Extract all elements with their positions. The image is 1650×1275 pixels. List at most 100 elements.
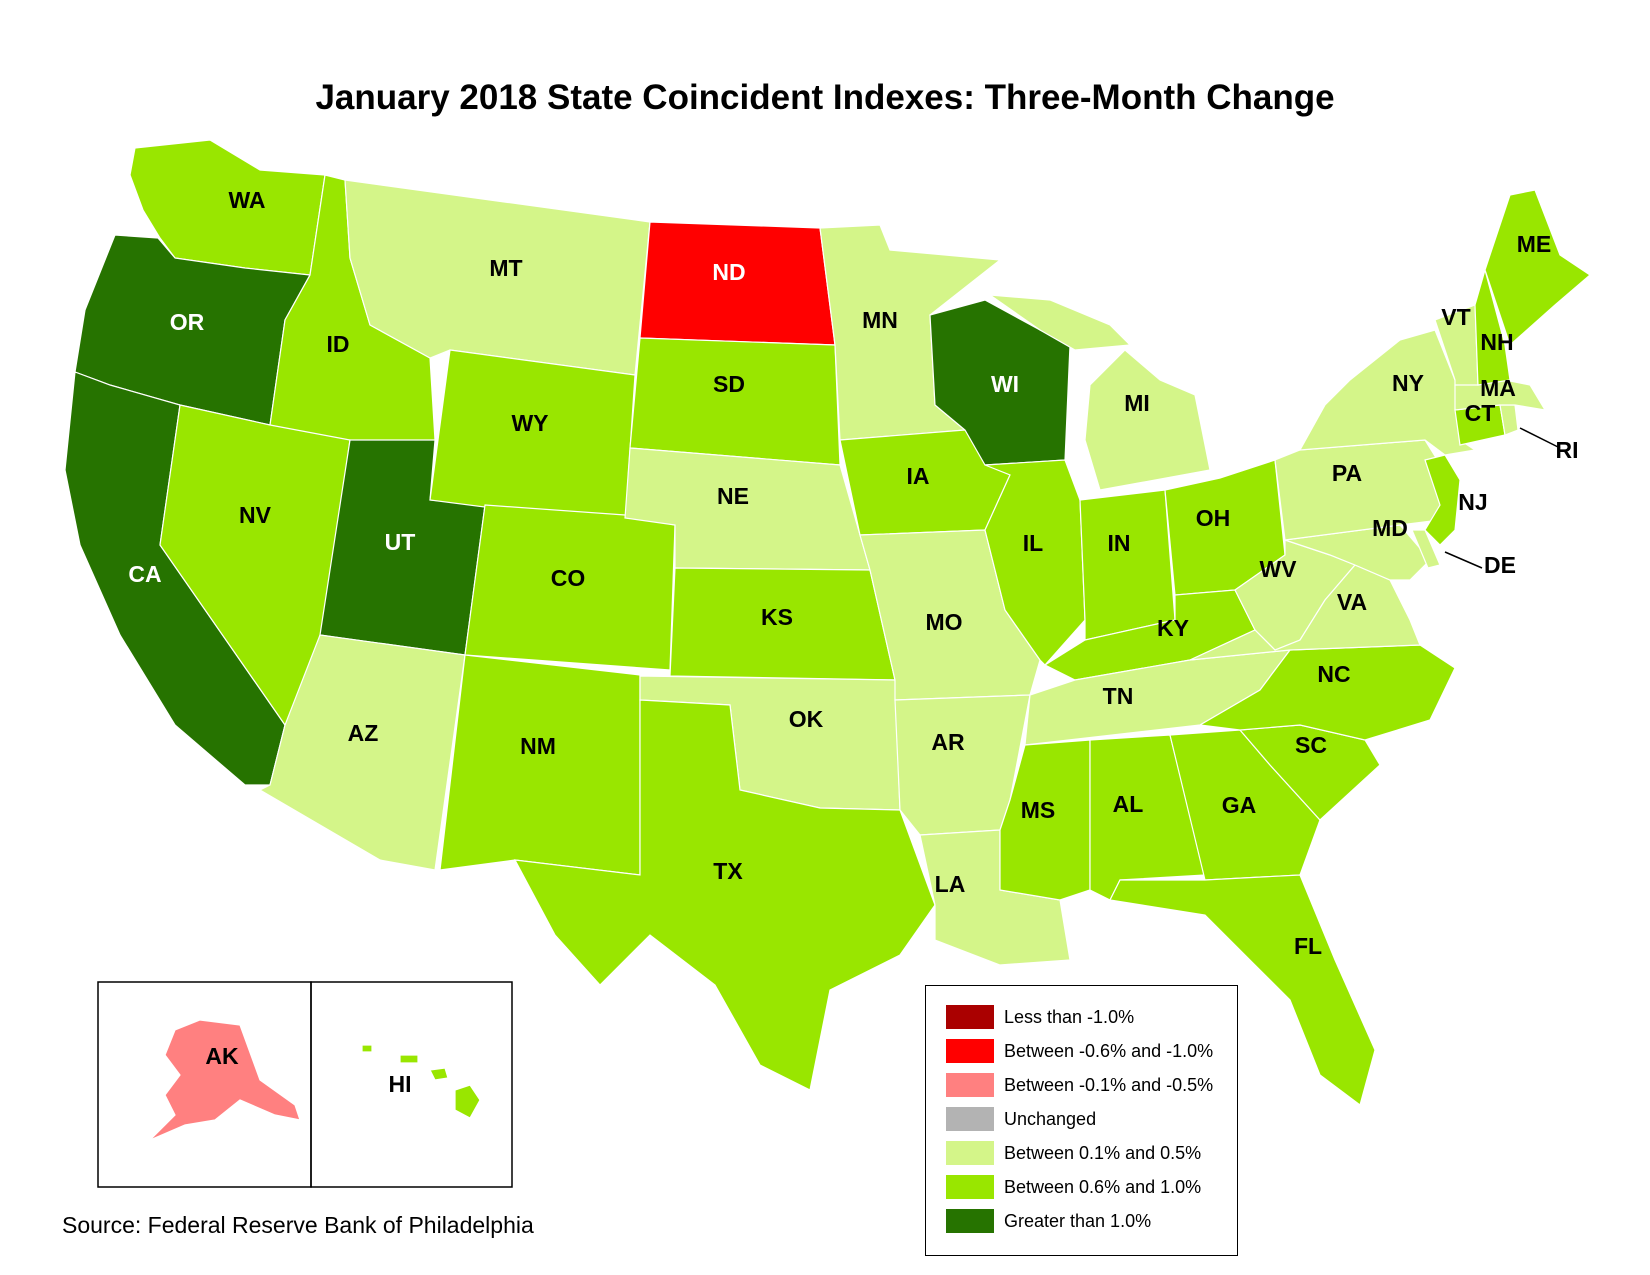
state-label-tx: TX [713,858,743,884]
state-label-co: CO [551,565,586,591]
legend-swatch [946,1175,994,1199]
state-label-sd: SD [713,371,745,397]
state-MD [1284,524,1431,581]
state-SD [629,337,841,466]
state-label-nd: ND [712,259,745,285]
state-label-oh: OH [1196,505,1231,531]
state-label-ar: AR [931,729,965,755]
state-label-nv: NV [239,502,272,528]
state-label-in: IN [1108,530,1131,556]
state-CA [64,371,286,786]
state-label-ma: MA [1480,375,1516,401]
state-label-ky: KY [1157,615,1189,641]
legend-item: Less than -1.0% [946,1004,1134,1030]
state-VT [1434,304,1479,386]
state-label-wv: WV [1259,556,1297,582]
state-label-ri: RI [1556,437,1579,463]
state-FL [1109,874,1376,1107]
state-NC [1198,644,1456,741]
state-label-al: AL [1113,791,1144,817]
state-HI [361,1044,481,1119]
state-label-tn: TN [1103,683,1134,709]
state-DE [1411,529,1441,569]
state-label-nj: NJ [1458,489,1487,515]
legend-swatch [946,1073,994,1097]
legend-item: Between 0.6% and 1.0% [946,1174,1201,1200]
state-NM [439,654,641,876]
state-label-mt: MT [489,255,522,281]
state-label-ok: OK [789,706,824,732]
state-label-id: ID [327,331,350,357]
legend-swatch [946,1039,994,1063]
state-WY [429,349,636,526]
state-label-ak: AK [205,1043,239,1069]
legend-label: Between 0.6% and 1.0% [1004,1176,1202,1197]
state-labels: WA OR CA ID NV UT AZ MT WY CO NM ND SD NE KS OK TX MN IA MO… [128,187,1578,1097]
state-label-az: AZ [348,720,379,746]
legend-swatch [946,1209,994,1233]
state-ME [1484,189,1591,347]
state-NH [1474,267,1511,386]
legend-item: Between -0.1% and -0.5% [946,1072,1213,1098]
state-label-ia: IA [907,463,930,489]
source-note: Source: Federal Reserve Bank of Philadel… [62,1212,534,1238]
state-label-ca: CA [128,561,161,587]
state-AK [149,1019,301,1141]
state-label-me: ME [1517,231,1552,257]
state-label-pa: PA [1332,460,1362,486]
state-label-va: VA [1337,589,1367,615]
state-label-ks: KS [761,604,793,630]
legend-label: Between 0.1% and 0.5% [1004,1142,1202,1163]
state-label-ms: MS [1021,797,1056,823]
state-label-ne: NE [717,483,749,509]
legend-swatch [946,1141,994,1165]
legend-label: Between -0.1% and -0.5% [1004,1074,1214,1095]
state-TX [513,699,936,1091]
legend-swatch [946,1005,994,1029]
legend: Less than -1.0% Between -0.6% and -1.0% Be… [925,985,1238,1256]
state-label-wa: WA [228,187,265,213]
state-MI [1084,349,1211,491]
state-label-de: DE [1484,552,1516,578]
state-label-mi: MI [1124,390,1150,416]
state-label-nm: NM [520,733,556,759]
state-MA [1454,379,1547,411]
state-PA [1274,439,1451,541]
legend-item: Between -0.6% and -1.0% [946,1038,1213,1064]
state-label-ny: NY [1392,370,1424,396]
state-label-mo: MO [925,609,962,635]
legend-label: Less than -1.0% [1004,1006,1135,1027]
state-label-il: IL [1023,530,1043,556]
state-label-ut: UT [385,529,416,555]
state-label-md: MD [1372,515,1408,541]
state-NJ [1424,454,1461,546]
leader-line-de [1444,551,1483,569]
state-label-sc: SC [1295,732,1327,758]
state-AZ [258,634,466,871]
state-label-ct: CT [1465,400,1496,426]
state-IL [984,459,1086,666]
legend-label: Between -0.6% and -1.0% [1004,1040,1214,1061]
state-CO [464,504,676,671]
legend-label: Unchanged [1004,1108,1097,1129]
legend-item: Greater than 1.0% [946,1208,1151,1234]
inset-box-hawaii [310,981,513,1188]
state-label-nh: NH [1480,329,1513,355]
state-label-or: OR [170,309,205,335]
state-label-mn: MN [862,307,898,333]
state-label-ga: GA [1222,792,1257,818]
state-label-fl: FL [1294,933,1322,959]
state-label-la: LA [935,871,966,897]
legend-item: Unchanged [946,1106,1096,1132]
state-label-vt: VT [1441,304,1470,330]
map-title: January 2018 State Coincident Indexes: T… [315,78,1335,117]
legend-swatch [946,1107,994,1131]
legend-item: Between 0.1% and 0.5% [946,1140,1201,1166]
leader-line-ri [1519,427,1561,449]
legend-label: Greater than 1.0% [1004,1210,1152,1231]
state-label-hi: HI [389,1071,412,1097]
state-MI-upper [987,294,1132,351]
state-label-nc: NC [1317,661,1350,687]
